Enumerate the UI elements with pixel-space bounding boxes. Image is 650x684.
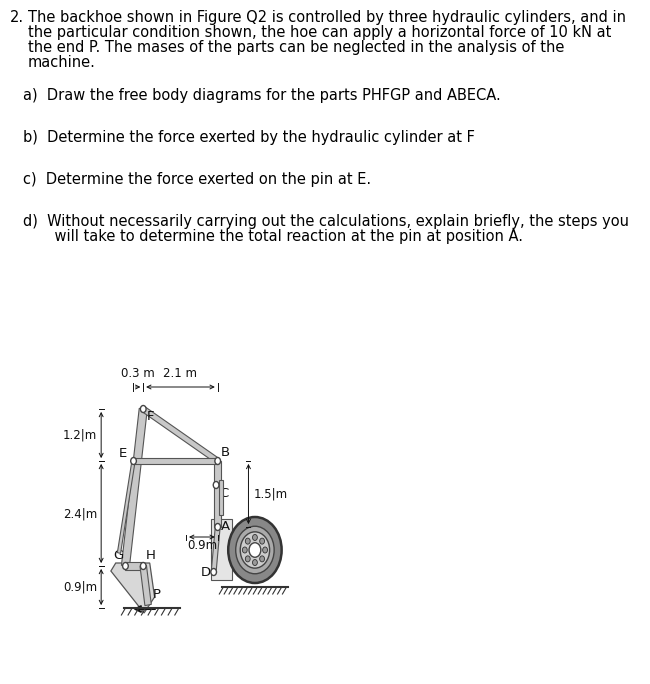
Text: C: C <box>219 487 229 500</box>
Circle shape <box>260 538 265 544</box>
Polygon shape <box>122 408 148 566</box>
Text: P: P <box>153 588 161 601</box>
Polygon shape <box>219 480 222 515</box>
Circle shape <box>240 532 270 568</box>
Text: machine.: machine. <box>27 55 96 70</box>
Text: a)  Draw the free body diagrams for the parts PHFGP and ABECA.: a) Draw the free body diagrams for the p… <box>23 88 500 103</box>
Circle shape <box>211 568 216 575</box>
Text: F: F <box>146 410 154 423</box>
Text: E: E <box>119 447 127 460</box>
Polygon shape <box>118 460 135 553</box>
Text: B: B <box>221 446 230 459</box>
Text: will take to determine the total reaction at the pin at position A.: will take to determine the total reactio… <box>36 229 523 244</box>
Circle shape <box>245 538 250 544</box>
Text: 2.1 m: 2.1 m <box>164 367 198 380</box>
Text: 2.: 2. <box>10 10 24 25</box>
Text: G: G <box>112 549 123 562</box>
Circle shape <box>213 482 219 488</box>
Polygon shape <box>133 458 218 464</box>
Circle shape <box>215 523 220 531</box>
Circle shape <box>263 547 268 553</box>
Text: D: D <box>200 566 211 579</box>
Polygon shape <box>142 406 219 464</box>
Circle shape <box>245 556 250 562</box>
Polygon shape <box>140 566 151 605</box>
Circle shape <box>215 458 220 464</box>
Circle shape <box>260 556 265 562</box>
Polygon shape <box>125 562 143 570</box>
Text: the end P. The mases of the parts can be neglected in the analysis of the: the end P. The mases of the parts can be… <box>27 40 564 55</box>
Text: d)  Without necessarily carrying out the calculations, explain briefly, the step: d) Without necessarily carrying out the … <box>23 214 629 229</box>
Circle shape <box>123 562 128 570</box>
Text: b)  Determine the force exerted by the hydraulic cylinder at F: b) Determine the force exerted by the hy… <box>23 130 474 145</box>
Text: 1.5|m: 1.5|m <box>254 488 287 501</box>
Circle shape <box>252 560 257 566</box>
Text: the particular condition shown, the hoe can apply a horizontal force of 10 kN at: the particular condition shown, the hoe … <box>27 25 611 40</box>
Text: H: H <box>146 549 155 562</box>
Text: 2.4|m: 2.4|m <box>63 507 97 520</box>
Circle shape <box>228 517 281 583</box>
Circle shape <box>252 534 257 540</box>
Polygon shape <box>211 519 232 580</box>
Circle shape <box>131 458 136 464</box>
Circle shape <box>249 542 261 557</box>
Circle shape <box>140 406 146 412</box>
Text: 0.3 m: 0.3 m <box>121 367 155 380</box>
Text: 0.9|m: 0.9|m <box>63 581 97 594</box>
Circle shape <box>140 562 146 570</box>
Polygon shape <box>211 527 220 573</box>
Circle shape <box>242 547 247 553</box>
Circle shape <box>236 526 274 574</box>
Text: The backhoe shown in Figure Q2 is controlled by three hydraulic cylinders, and i: The backhoe shown in Figure Q2 is contro… <box>27 10 625 25</box>
Text: 0.9m: 0.9m <box>187 539 217 552</box>
Text: c)  Determine the force exerted on the pin at E.: c) Determine the force exerted on the pi… <box>23 172 370 187</box>
Text: 1.2|m: 1.2|m <box>63 428 97 441</box>
Polygon shape <box>111 563 155 613</box>
Text: A: A <box>221 521 230 534</box>
Polygon shape <box>214 461 221 527</box>
